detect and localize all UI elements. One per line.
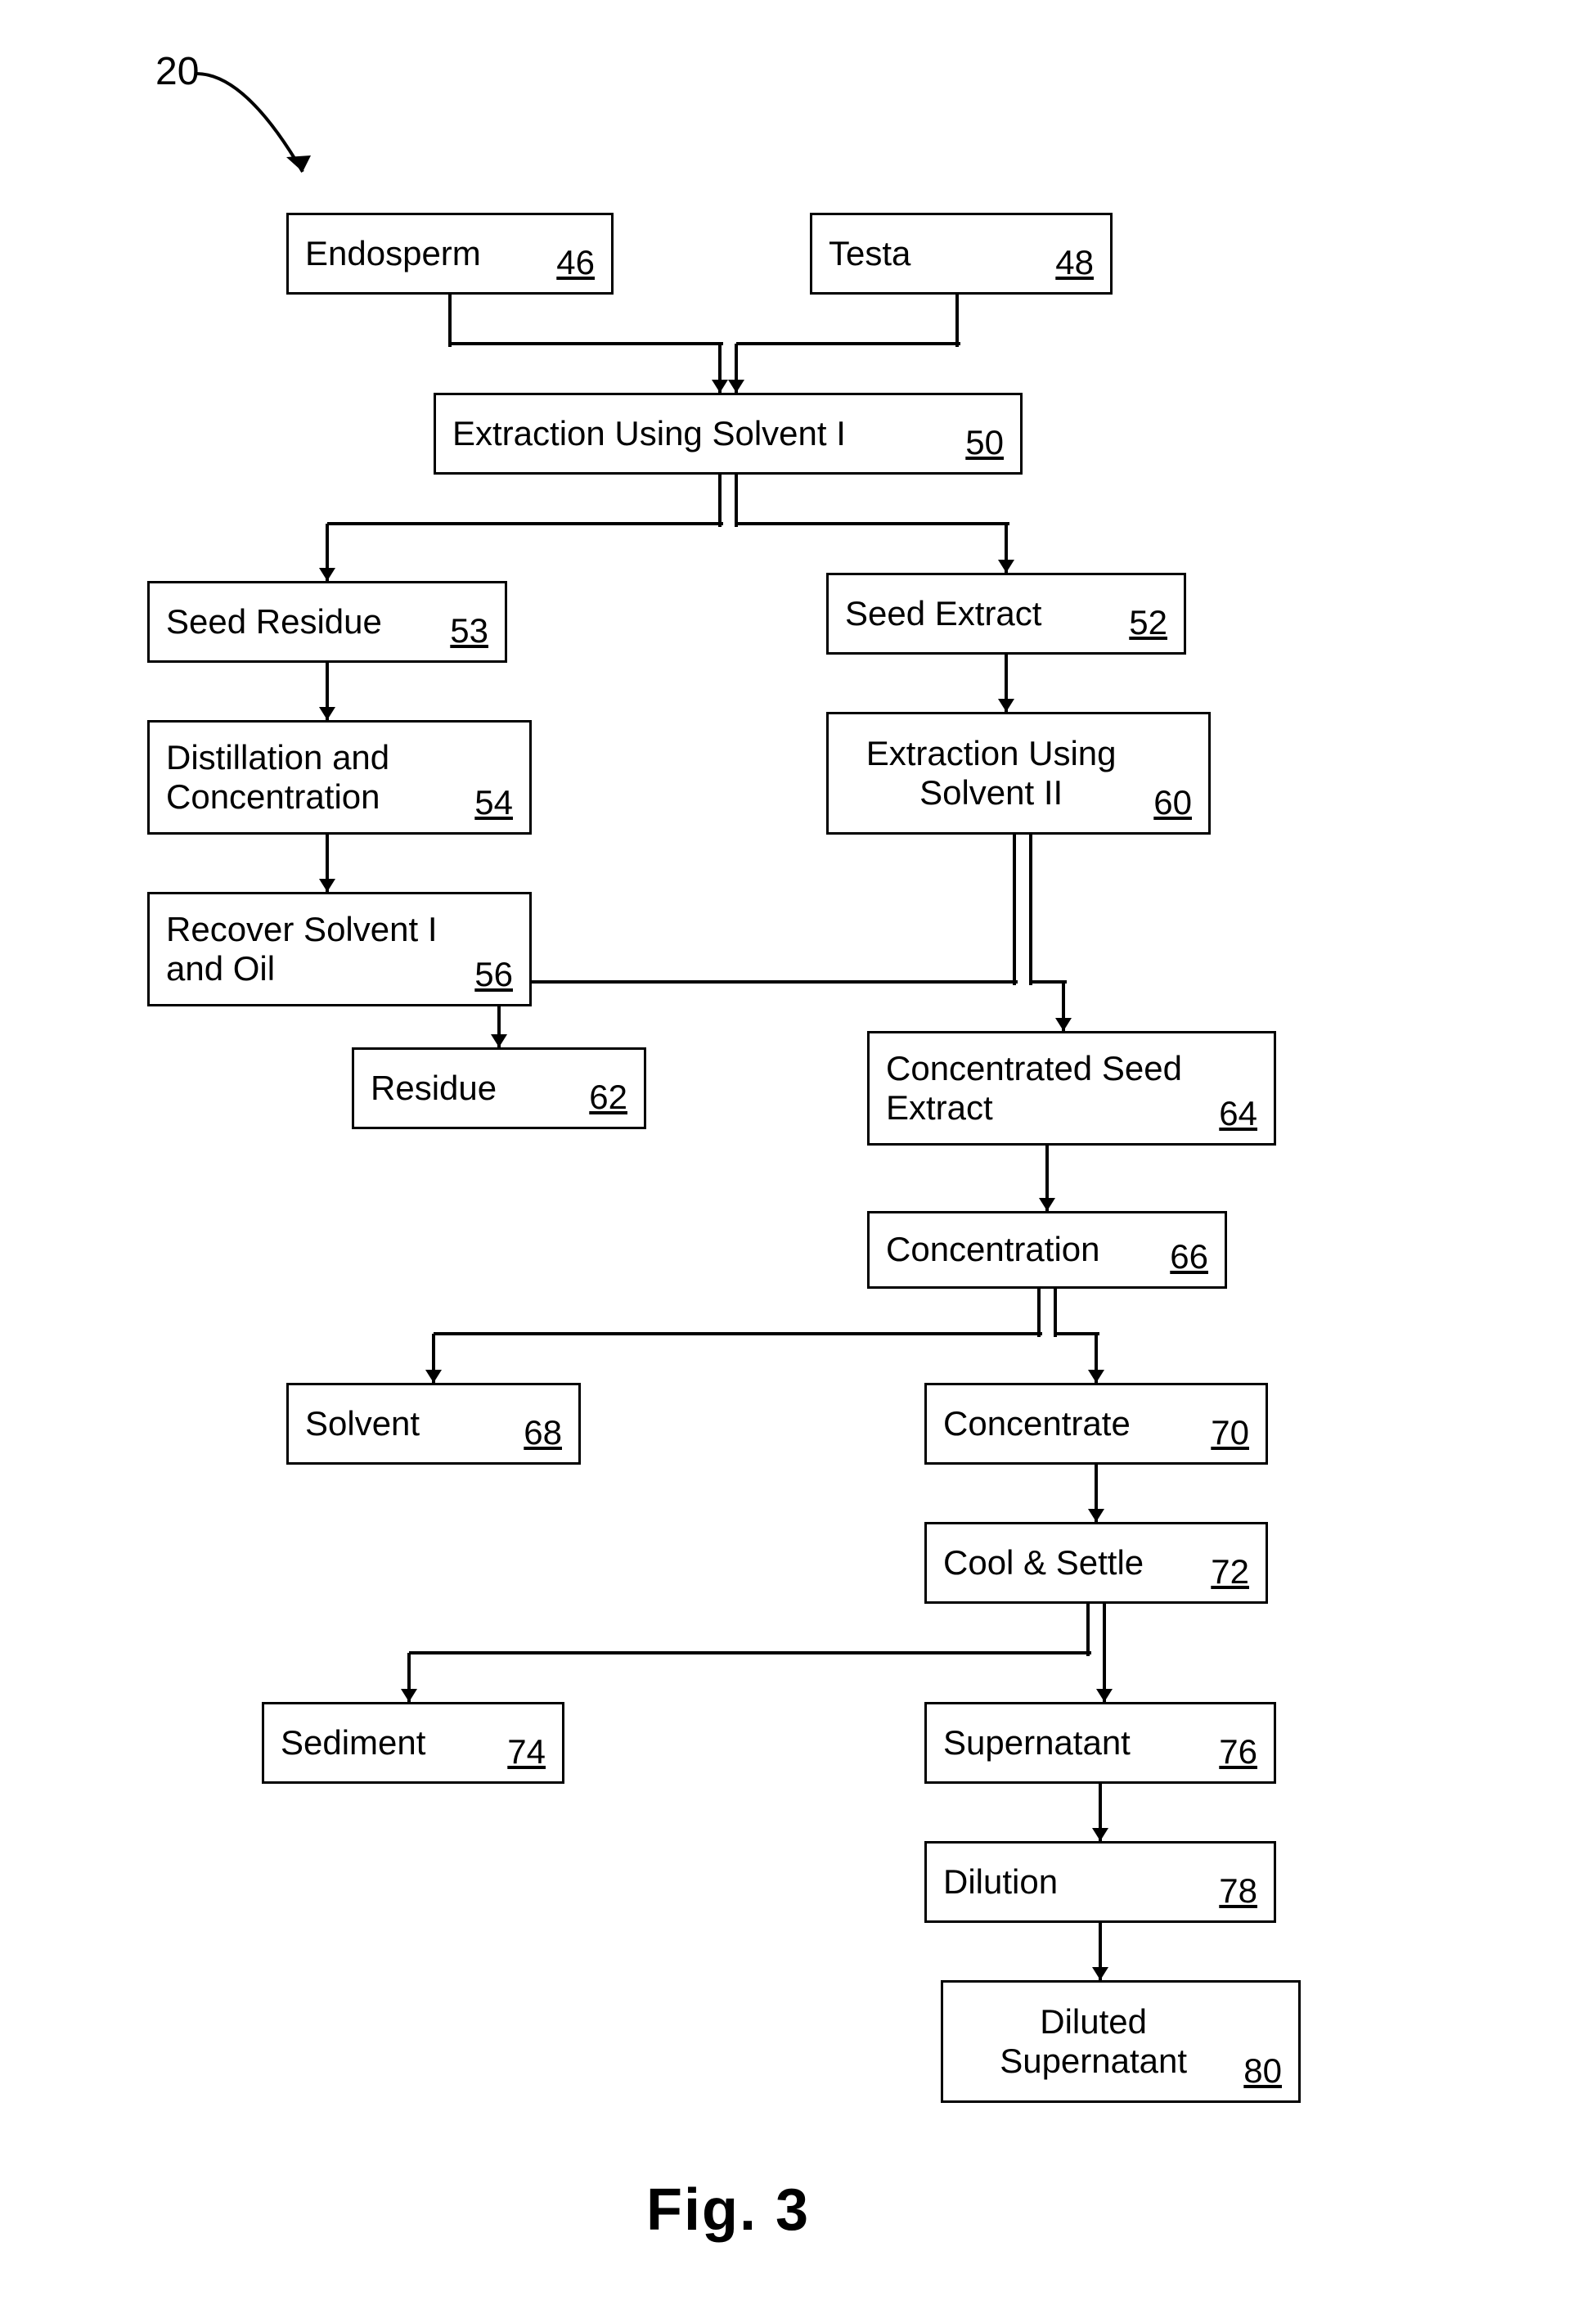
- node-label: Concentrate: [943, 1404, 1194, 1443]
- edge-segment: [434, 1332, 1042, 1335]
- arrowhead: [1055, 1018, 1072, 1031]
- flow-node-n50: Extraction Using Solvent I 50: [434, 393, 1023, 475]
- arrowhead: [1096, 1689, 1113, 1702]
- arrowhead: [1088, 1370, 1104, 1383]
- arrowhead: [319, 707, 335, 720]
- node-number: 66: [1170, 1237, 1208, 1286]
- flow-node-n54: Distillation and Concentration 54: [147, 720, 532, 835]
- node-label: Distillation and Concentration: [166, 738, 458, 817]
- node-label: Testa: [829, 234, 1039, 273]
- edge-segment: [735, 475, 738, 527]
- edge-segment: [1037, 1289, 1041, 1337]
- arrowhead: [1092, 1828, 1108, 1841]
- arrowhead: [728, 380, 744, 393]
- flow-node-n56: Recover Solvent I and Oil 56: [147, 892, 532, 1006]
- edge-segment: [736, 342, 960, 345]
- node-number: 70: [1211, 1413, 1249, 1462]
- node-number: 48: [1055, 243, 1094, 292]
- node-number: 76: [1219, 1732, 1257, 1781]
- node-label: Residue: [371, 1069, 573, 1108]
- node-label: Recover Solvent I and Oil: [166, 910, 458, 989]
- edge-segment: [1086, 1604, 1090, 1656]
- node-number: 78: [1219, 1871, 1257, 1920]
- flow-node-n64: Concentrated Seed Extract 64: [867, 1031, 1276, 1146]
- node-number: 68: [524, 1413, 562, 1462]
- node-number: 80: [1243, 2051, 1282, 2100]
- arrowhead: [1092, 1967, 1108, 1980]
- edge-segment: [718, 475, 722, 527]
- node-number: 60: [1153, 783, 1192, 832]
- edge-segment: [409, 1651, 1091, 1654]
- node-label: Extraction Using Solvent I: [452, 414, 949, 453]
- flow-node-n78: Dilution 78: [924, 1841, 1276, 1923]
- arrowhead: [401, 1689, 417, 1702]
- edge-segment: [1103, 1604, 1106, 1656]
- flow-node-n76: Supernatant 76: [924, 1702, 1276, 1784]
- flow-node-n74: Sediment 74: [262, 1702, 564, 1784]
- flow-node-n68: Solvent 68: [286, 1383, 581, 1465]
- flow-node-n46: Endosperm 46: [286, 213, 614, 295]
- node-label: Diluted Supernatant: [960, 2002, 1227, 2082]
- node-number: 50: [965, 423, 1004, 472]
- node-number: 53: [450, 611, 488, 660]
- edge-segment: [448, 295, 452, 347]
- node-label: Cool & Settle: [943, 1543, 1194, 1582]
- arrowhead: [712, 380, 728, 393]
- edge-segment: [1029, 835, 1032, 985]
- arrowhead: [319, 568, 335, 581]
- flow-node-n72: Cool & Settle 72: [924, 1522, 1268, 1604]
- flow-node-n53: Seed Residue 53: [147, 581, 507, 663]
- node-label: Extraction Using Solvent II: [845, 734, 1137, 813]
- node-label: Seed Residue: [166, 602, 434, 642]
- flow-node-n70: Concentrate 70: [924, 1383, 1268, 1465]
- node-label: Seed Extract: [845, 594, 1113, 633]
- arrowhead: [319, 879, 335, 892]
- figure-caption: Fig. 3: [646, 2177, 810, 2244]
- ref-arrow: [188, 65, 335, 196]
- node-label: Sediment: [281, 1723, 491, 1763]
- node-label: Concentrated Seed Extract: [886, 1049, 1203, 1128]
- node-number: 72: [1211, 1552, 1249, 1601]
- arrowhead: [1088, 1509, 1104, 1522]
- arrowhead: [998, 699, 1014, 712]
- edge-segment: [955, 295, 959, 347]
- node-label: Supernatant: [943, 1723, 1203, 1763]
- flow-node-n48: Testa 48: [810, 213, 1113, 295]
- node-number: 74: [507, 1732, 546, 1781]
- edge-segment: [327, 522, 723, 525]
- node-label: Endosperm: [305, 234, 540, 273]
- arrowhead: [425, 1370, 442, 1383]
- edge-segment: [736, 522, 1009, 525]
- flow-node-n80: Diluted Supernatant 80: [941, 1980, 1301, 2103]
- flow-node-n60: Extraction Using Solvent II 60: [826, 712, 1211, 835]
- flow-node-n62: Residue 62: [352, 1047, 646, 1129]
- node-number: 62: [589, 1078, 627, 1127]
- edge-segment: [1055, 1332, 1099, 1335]
- flow-node-n66: Concentration 66: [867, 1211, 1227, 1289]
- edge-segment: [1054, 1289, 1057, 1337]
- node-number: 54: [474, 783, 513, 832]
- node-label: Concentration: [886, 1230, 1153, 1269]
- edge-segment: [499, 980, 1018, 984]
- node-number: 46: [556, 243, 595, 292]
- edge-segment: [1013, 835, 1016, 985]
- node-label: Solvent: [305, 1404, 507, 1443]
- arrowhead: [1039, 1198, 1055, 1211]
- node-number: 64: [1219, 1094, 1257, 1143]
- edge-segment: [450, 342, 723, 345]
- arrowhead: [491, 1034, 507, 1047]
- arrowhead: [998, 560, 1014, 573]
- node-number: 56: [474, 955, 513, 1004]
- flow-node-n52: Seed Extract 52: [826, 573, 1186, 655]
- node-label: Dilution: [943, 1862, 1203, 1902]
- node-number: 52: [1129, 603, 1167, 652]
